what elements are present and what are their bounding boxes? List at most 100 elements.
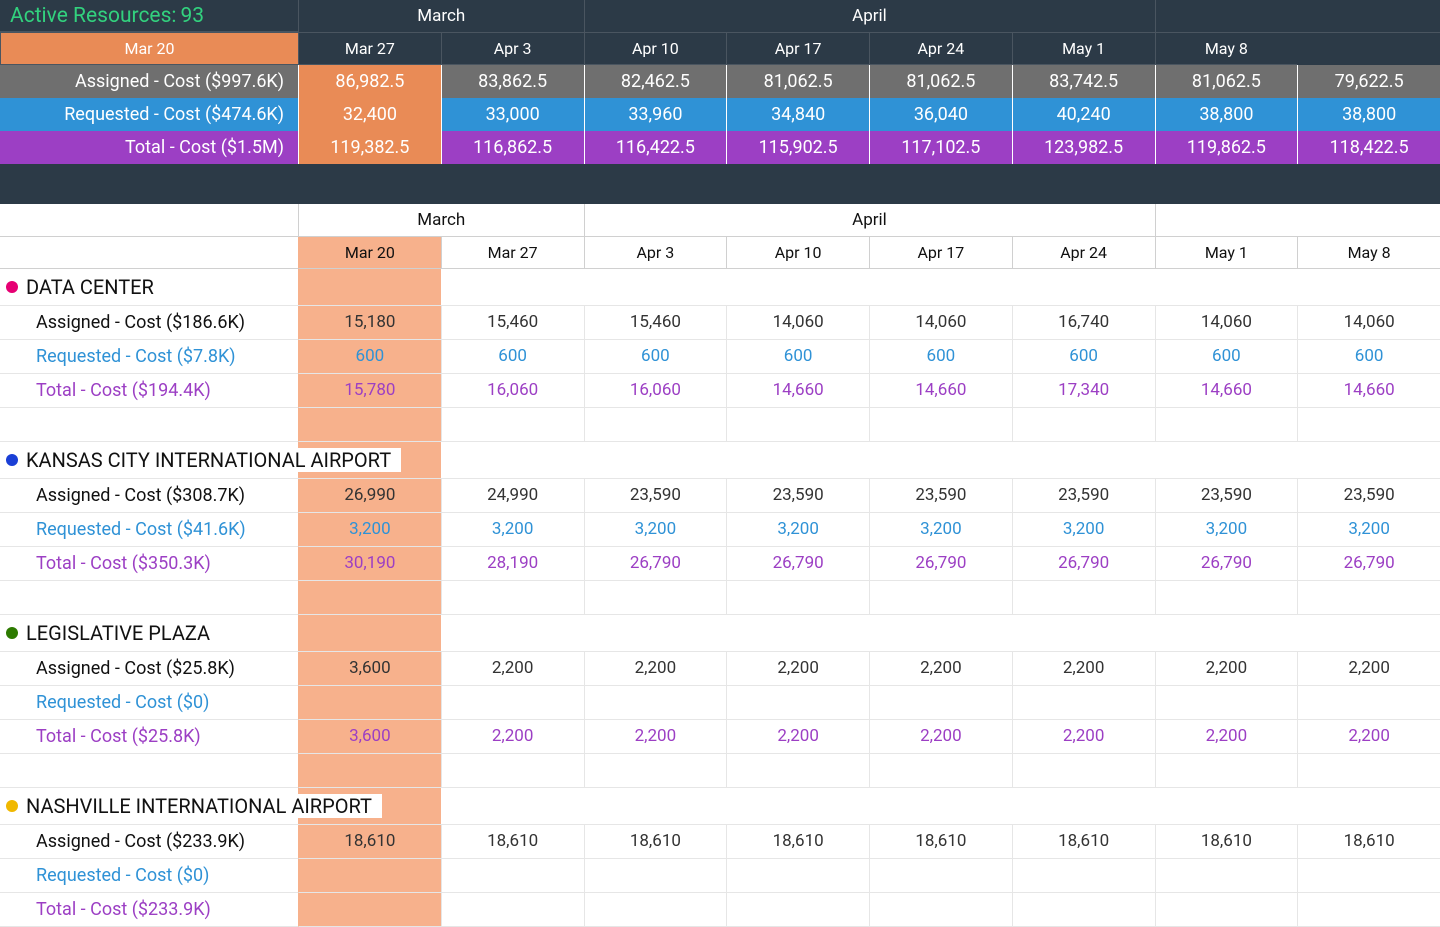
summary-requested-value: 33,000: [441, 98, 584, 131]
summary-assigned-value: 81,062.5: [869, 65, 1012, 98]
group-color-dot: [6, 281, 18, 293]
week-header[interactable]: Apr 17: [726, 33, 869, 65]
detail-month-row: MarchApril: [0, 204, 1440, 237]
summary-requested-value: 36,040: [869, 98, 1012, 131]
week-header[interactable]: Apr 3: [441, 33, 584, 65]
summary-assigned-value: 86,982.5: [298, 65, 441, 98]
group-total-value: 15,780: [298, 374, 441, 408]
group-total-value: [441, 893, 584, 927]
group-requested-value: 600: [726, 340, 869, 374]
group-spacer: [726, 269, 869, 306]
group-gap-cell: [869, 408, 1012, 442]
group-requested-value: [1155, 686, 1298, 720]
detail-week-header[interactable]: Apr 10: [726, 237, 869, 269]
group-gap: [0, 754, 298, 788]
group-gap-cell: [1297, 754, 1440, 788]
group-assigned-value: 18,610: [584, 825, 727, 859]
group-assigned-value: 14,060: [726, 306, 869, 340]
group-requested-value: 3,200: [298, 513, 441, 547]
week-header[interactable]: May 1: [1012, 33, 1155, 65]
group-requested-value: [441, 859, 584, 893]
week-header[interactable]: Mar 27: [298, 33, 441, 65]
summary-assigned-value: 81,062.5: [726, 65, 869, 98]
group-total-value: [726, 893, 869, 927]
group-total-value: [1155, 893, 1298, 927]
group-gap-cell: [726, 408, 869, 442]
group-spacer: [584, 442, 727, 479]
group-requested-value: 3,200: [869, 513, 1012, 547]
group-gap-cell: [1155, 408, 1298, 442]
detail-week-header[interactable]: May 8: [1297, 237, 1440, 269]
group-gap-cell: [298, 408, 441, 442]
group-name: DATA CENTER: [26, 275, 154, 299]
week-header[interactable]: Apr 24: [869, 33, 1012, 65]
week-header[interactable]: Apr 10: [584, 33, 727, 65]
detail-week-header[interactable]: Apr 17: [869, 237, 1012, 269]
detail-month-header: [1155, 204, 1440, 237]
summary-row-requested: Requested - Cost ($474.6K) 32,40033,0003…: [0, 98, 1440, 131]
detail-week-header[interactable]: Apr 24: [1012, 237, 1155, 269]
group-gap-cell: [584, 754, 727, 788]
month-header: April: [584, 0, 1155, 32]
group-assigned-value: 24,990: [441, 479, 584, 513]
group-assigned-value: 3,600: [298, 652, 441, 686]
group-requested-label: Requested - Cost ($0): [0, 686, 298, 720]
group-spacer: [298, 269, 441, 306]
group-gap-cell: [298, 581, 441, 615]
group-assigned-value: 18,610: [298, 825, 441, 859]
group-spacer: [441, 442, 584, 479]
group-spacer: [1012, 788, 1155, 825]
group-gap-cell: [441, 408, 584, 442]
group-color-dot: [6, 454, 18, 466]
group-total-value: [869, 893, 1012, 927]
group-gap-cell: [441, 754, 584, 788]
title-count: 93: [181, 4, 205, 28]
group-spacer: [441, 788, 584, 825]
group-spacer: [1297, 269, 1440, 306]
group-requested-value: 3,200: [726, 513, 869, 547]
week-header[interactable]: May 8: [1155, 33, 1298, 65]
group-spacer: [869, 788, 1012, 825]
group-spacer: [869, 615, 1012, 652]
week-header[interactable]: Mar 20: [0, 33, 298, 65]
group-assigned-label: Assigned - Cost ($186.6K): [0, 306, 298, 340]
group-gap-cell: [1297, 408, 1440, 442]
summary-total-value: 115,902.5: [726, 131, 869, 164]
group-assigned-value: 16,740: [1012, 306, 1155, 340]
group-spacer: [1155, 615, 1298, 652]
group-assigned-value: 18,610: [1297, 825, 1440, 859]
group-requested-value: [726, 859, 869, 893]
group-assigned-value: 18,610: [726, 825, 869, 859]
detail-week-header[interactable]: Mar 27: [441, 237, 584, 269]
detail-week-header[interactable]: Apr 3: [584, 237, 727, 269]
group-requested-value: 600: [1297, 340, 1440, 374]
group-spacer: [726, 615, 869, 652]
group-gap-cell: [726, 754, 869, 788]
detail-week-header[interactable]: May 1: [1155, 237, 1298, 269]
group-header[interactable]: NASHVILLE INTERNATIONAL AIRPORT: [0, 788, 298, 825]
group-header[interactable]: DATA CENTER: [0, 269, 298, 306]
group-assigned-label: Assigned - Cost ($25.8K): [0, 652, 298, 686]
group-gap-cell: [1155, 754, 1298, 788]
group-spacer: [584, 615, 727, 652]
group-assigned-value: 23,590: [1155, 479, 1298, 513]
group-requested-value: 3,200: [1297, 513, 1440, 547]
summary-requested-value: 34,840: [726, 98, 869, 131]
group-total-label: Total - Cost ($25.8K): [0, 720, 298, 754]
group-spacer: [1297, 442, 1440, 479]
group-total-value: 2,200: [584, 720, 727, 754]
group-total-value: 17,340: [1012, 374, 1155, 408]
group-spacer: [869, 269, 1012, 306]
group-name: NASHVILLE INTERNATIONAL AIRPORT: [26, 794, 372, 818]
group-gap-cell: [441, 581, 584, 615]
group-header[interactable]: KANSAS CITY INTERNATIONAL AIRPORT: [0, 442, 298, 479]
group-assigned-value: 2,200: [1012, 652, 1155, 686]
summary-requested-value: 32,400: [298, 98, 441, 131]
group-gap-cell: [1012, 408, 1155, 442]
group-gap-cell: [1012, 581, 1155, 615]
detail-week-header[interactable]: Mar 20: [298, 237, 441, 269]
group-total-value: 26,790: [584, 547, 727, 581]
group-header[interactable]: LEGISLATIVE PLAZA: [0, 615, 298, 652]
group-gap-cell: [298, 754, 441, 788]
group-spacer: [1297, 615, 1440, 652]
